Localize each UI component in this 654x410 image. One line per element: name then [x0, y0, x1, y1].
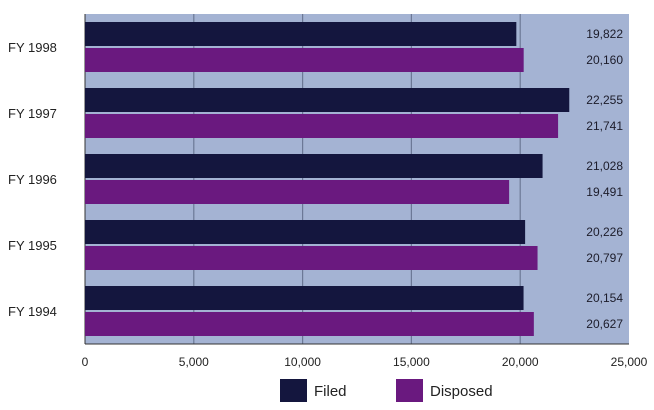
data-label: 19,822 — [586, 27, 623, 41]
data-label: 20,160 — [586, 53, 623, 67]
data-label: 19,491 — [586, 185, 623, 199]
data-label: 20,627 — [586, 317, 623, 331]
category-label: FY 1996 — [8, 172, 57, 187]
bar-filed-fy-1998 — [85, 22, 517, 46]
legend-swatch-disposed — [396, 379, 423, 402]
bars — [85, 22, 570, 336]
x-tick-label: 20,000 — [502, 355, 539, 369]
x-tick-label: 15,000 — [393, 355, 430, 369]
category-label: FY 1998 — [8, 40, 57, 55]
bar-disposed-fy-1998 — [85, 48, 524, 72]
category-label: FY 1997 — [8, 106, 57, 121]
x-axis-ticks: 0 5,000 10,000 15,000 20,000 25,000 — [82, 355, 648, 369]
data-label: 20,797 — [586, 251, 623, 265]
category-label: FY 1994 — [8, 304, 57, 319]
bar-filed-fy-1997 — [85, 88, 570, 112]
x-tick-label: 10,000 — [284, 355, 321, 369]
bar-filed-fy-1995 — [85, 220, 526, 244]
data-label: 22,255 — [586, 93, 623, 107]
x-tick-label: 25,000 — [611, 355, 648, 369]
category-label: FY 1995 — [8, 238, 57, 253]
data-label: 21,741 — [586, 119, 623, 133]
data-label: 20,226 — [586, 225, 623, 239]
bar-disposed-fy-1996 — [85, 180, 510, 204]
x-tick-label: 5,000 — [179, 355, 209, 369]
legend: Filed Disposed — [280, 379, 493, 402]
category-labels: FY 1998 FY 1997 FY 1996 FY 1995 FY 1994 — [8, 40, 57, 319]
bar-disposed-fy-1997 — [85, 114, 559, 138]
bar-disposed-fy-1994 — [85, 312, 534, 336]
data-labels: 19,822 20,160 22,255 21,741 21,028 19,491 20,2… — [586, 27, 623, 331]
bar-disposed-fy-1995 — [85, 246, 538, 270]
x-tick-label: 0 — [82, 355, 89, 369]
data-label: 21,028 — [586, 159, 623, 173]
data-label: 20,154 — [586, 291, 623, 305]
legend-swatch-filed — [280, 379, 307, 402]
legend-label-disposed: Disposed — [430, 383, 493, 400]
bar-filed-fy-1994 — [85, 286, 524, 310]
bar-filed-fy-1996 — [85, 154, 543, 178]
legend-label-filed: Filed — [314, 383, 347, 400]
